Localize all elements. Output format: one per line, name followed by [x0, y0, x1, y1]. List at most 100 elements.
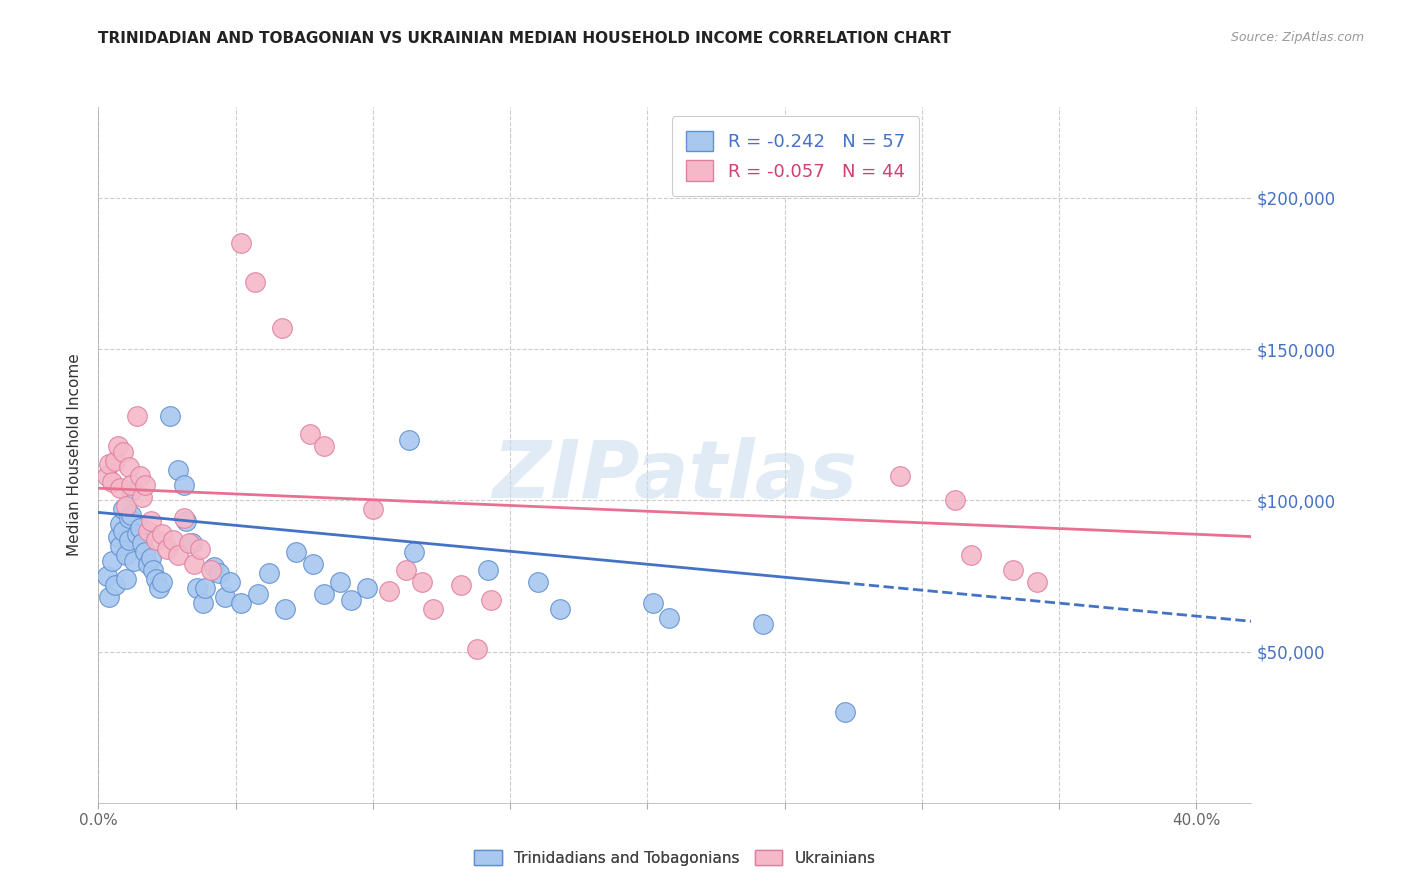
Point	[477, 563, 499, 577]
Point	[751, 617, 773, 632]
Point	[194, 581, 217, 595]
Point	[98, 590, 121, 604]
Point	[110, 481, 132, 495]
Point	[112, 445, 135, 459]
Point	[128, 469, 150, 483]
Point	[271, 321, 294, 335]
Point	[191, 596, 214, 610]
Point	[117, 460, 139, 475]
Point	[112, 524, 135, 538]
Point	[120, 508, 142, 523]
Point	[98, 457, 121, 471]
Point	[134, 478, 156, 492]
Point	[115, 548, 138, 562]
Point	[274, 602, 297, 616]
Point	[115, 500, 138, 514]
Text: ZIPatlas: ZIPatlas	[492, 437, 858, 515]
Point	[110, 539, 132, 553]
Point	[117, 533, 139, 547]
Point	[243, 276, 266, 290]
Point	[107, 439, 129, 453]
Point	[548, 602, 571, 616]
Point	[398, 433, 420, 447]
Point	[246, 587, 269, 601]
Point	[117, 511, 139, 525]
Point	[329, 574, 352, 589]
Point	[173, 478, 195, 492]
Point	[231, 236, 253, 251]
Point	[104, 454, 127, 468]
Legend: Trinidadians and Tobagonians, Ukrainians: Trinidadians and Tobagonians, Ukrainians	[468, 844, 882, 871]
Point	[101, 554, 124, 568]
Point	[162, 533, 184, 547]
Point	[1001, 563, 1024, 577]
Point	[312, 587, 335, 601]
Point	[943, 493, 966, 508]
Point	[1026, 574, 1049, 589]
Point	[96, 469, 118, 483]
Point	[177, 535, 200, 549]
Point	[112, 502, 135, 516]
Point	[145, 533, 167, 547]
Point	[301, 557, 323, 571]
Point	[526, 574, 548, 589]
Point	[465, 641, 488, 656]
Point	[285, 545, 308, 559]
Point	[889, 469, 911, 483]
Point	[298, 426, 321, 441]
Point	[208, 566, 231, 580]
Point	[125, 409, 148, 423]
Point	[115, 572, 138, 586]
Point	[104, 578, 127, 592]
Point	[450, 578, 472, 592]
Point	[145, 572, 167, 586]
Point	[101, 475, 124, 490]
Point	[139, 515, 162, 529]
Point	[340, 593, 363, 607]
Point	[361, 502, 384, 516]
Point	[257, 566, 280, 580]
Point	[110, 517, 132, 532]
Point	[122, 554, 145, 568]
Point	[312, 439, 335, 453]
Point	[219, 574, 242, 589]
Point	[231, 596, 253, 610]
Point	[128, 520, 150, 534]
Point	[134, 545, 156, 559]
Point	[107, 530, 129, 544]
Point	[186, 581, 208, 595]
Point	[641, 596, 664, 610]
Point	[411, 574, 433, 589]
Point	[173, 511, 195, 525]
Point	[404, 545, 426, 559]
Point	[167, 548, 190, 562]
Point	[120, 478, 142, 492]
Point	[142, 563, 165, 577]
Point	[136, 524, 159, 538]
Point	[188, 541, 211, 556]
Point	[131, 535, 153, 549]
Point	[202, 559, 225, 574]
Point	[156, 541, 179, 556]
Text: TRINIDADIAN AND TOBAGONIAN VS UKRAINIAN MEDIAN HOUSEHOLD INCOME CORRELATION CHAR: TRINIDADIAN AND TOBAGONIAN VS UKRAINIAN …	[98, 31, 952, 46]
Point	[125, 526, 148, 541]
Point	[479, 593, 502, 607]
Point	[96, 569, 118, 583]
Point	[378, 584, 401, 599]
Point	[131, 490, 153, 504]
Point	[120, 484, 142, 499]
Point	[174, 515, 197, 529]
Text: Source: ZipAtlas.com: Source: ZipAtlas.com	[1230, 31, 1364, 45]
Y-axis label: Median Household Income: Median Household Income	[66, 353, 82, 557]
Point	[422, 602, 444, 616]
Point	[395, 563, 418, 577]
Point	[159, 409, 181, 423]
Point	[136, 557, 159, 571]
Point	[960, 548, 983, 562]
Point	[150, 574, 173, 589]
Point	[148, 581, 170, 595]
Point	[167, 463, 190, 477]
Point	[139, 550, 162, 565]
Point	[180, 535, 202, 549]
Point	[834, 705, 856, 719]
